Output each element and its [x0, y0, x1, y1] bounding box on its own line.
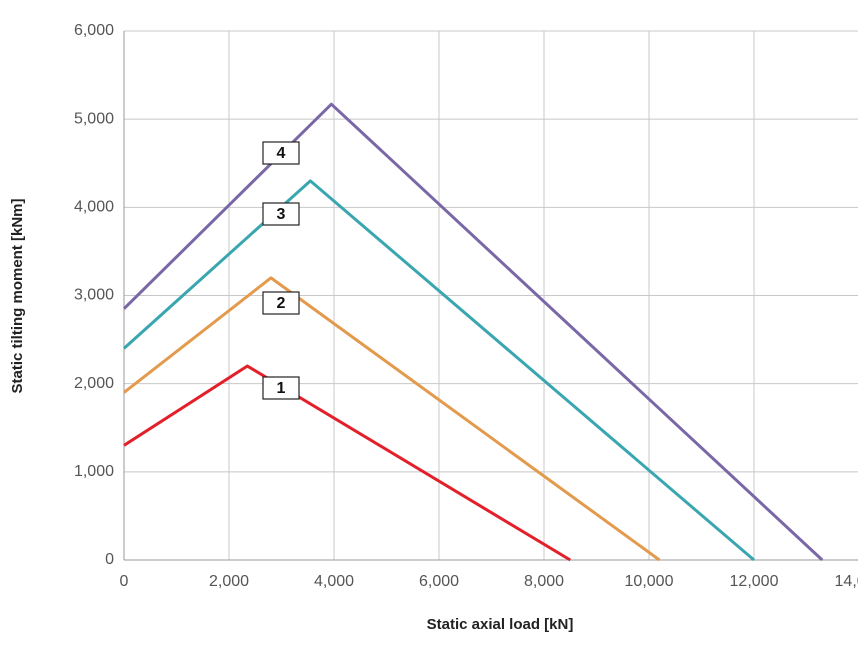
x-tick-label: 14,000 — [835, 573, 858, 590]
series-line — [122, 179, 755, 562]
y-tick-label: 6,000 — [74, 22, 114, 39]
y-tick-label: 5,000 — [74, 110, 114, 127]
y-tick-label: 4,000 — [74, 199, 114, 216]
series-tag: 3 — [277, 206, 286, 223]
x-axis-title: Static axial load [kN] — [427, 616, 574, 633]
series-line — [122, 102, 824, 562]
series-tag-box — [262, 141, 300, 165]
x-tick-label: 2,000 — [209, 573, 249, 590]
x-tick-label: 0 — [120, 573, 129, 590]
x-tick-label: 6,000 — [419, 573, 459, 590]
series-tag-box — [262, 291, 300, 315]
series-tag-box — [262, 376, 300, 400]
series-tag: 1 — [277, 380, 286, 397]
x-tick-label: 12,000 — [730, 573, 779, 590]
x-tick-label: 8,000 — [524, 573, 564, 590]
series-tag: 2 — [277, 295, 286, 312]
y-tick-label: 3,000 — [74, 287, 114, 304]
series-line — [123, 276, 661, 562]
y-tick-label: 0 — [105, 551, 114, 568]
x-tick-label: 10,000 — [625, 573, 674, 590]
y-tick-label: 2,000 — [74, 375, 114, 392]
series-line — [123, 364, 572, 562]
x-tick-label: 4,000 — [314, 573, 354, 590]
y-tick-label: 1,000 — [74, 463, 114, 480]
y-axis-title: Static tilting moment [kNm] — [9, 198, 26, 393]
series-tag: 4 — [277, 145, 286, 162]
series-tag-box — [262, 202, 300, 226]
